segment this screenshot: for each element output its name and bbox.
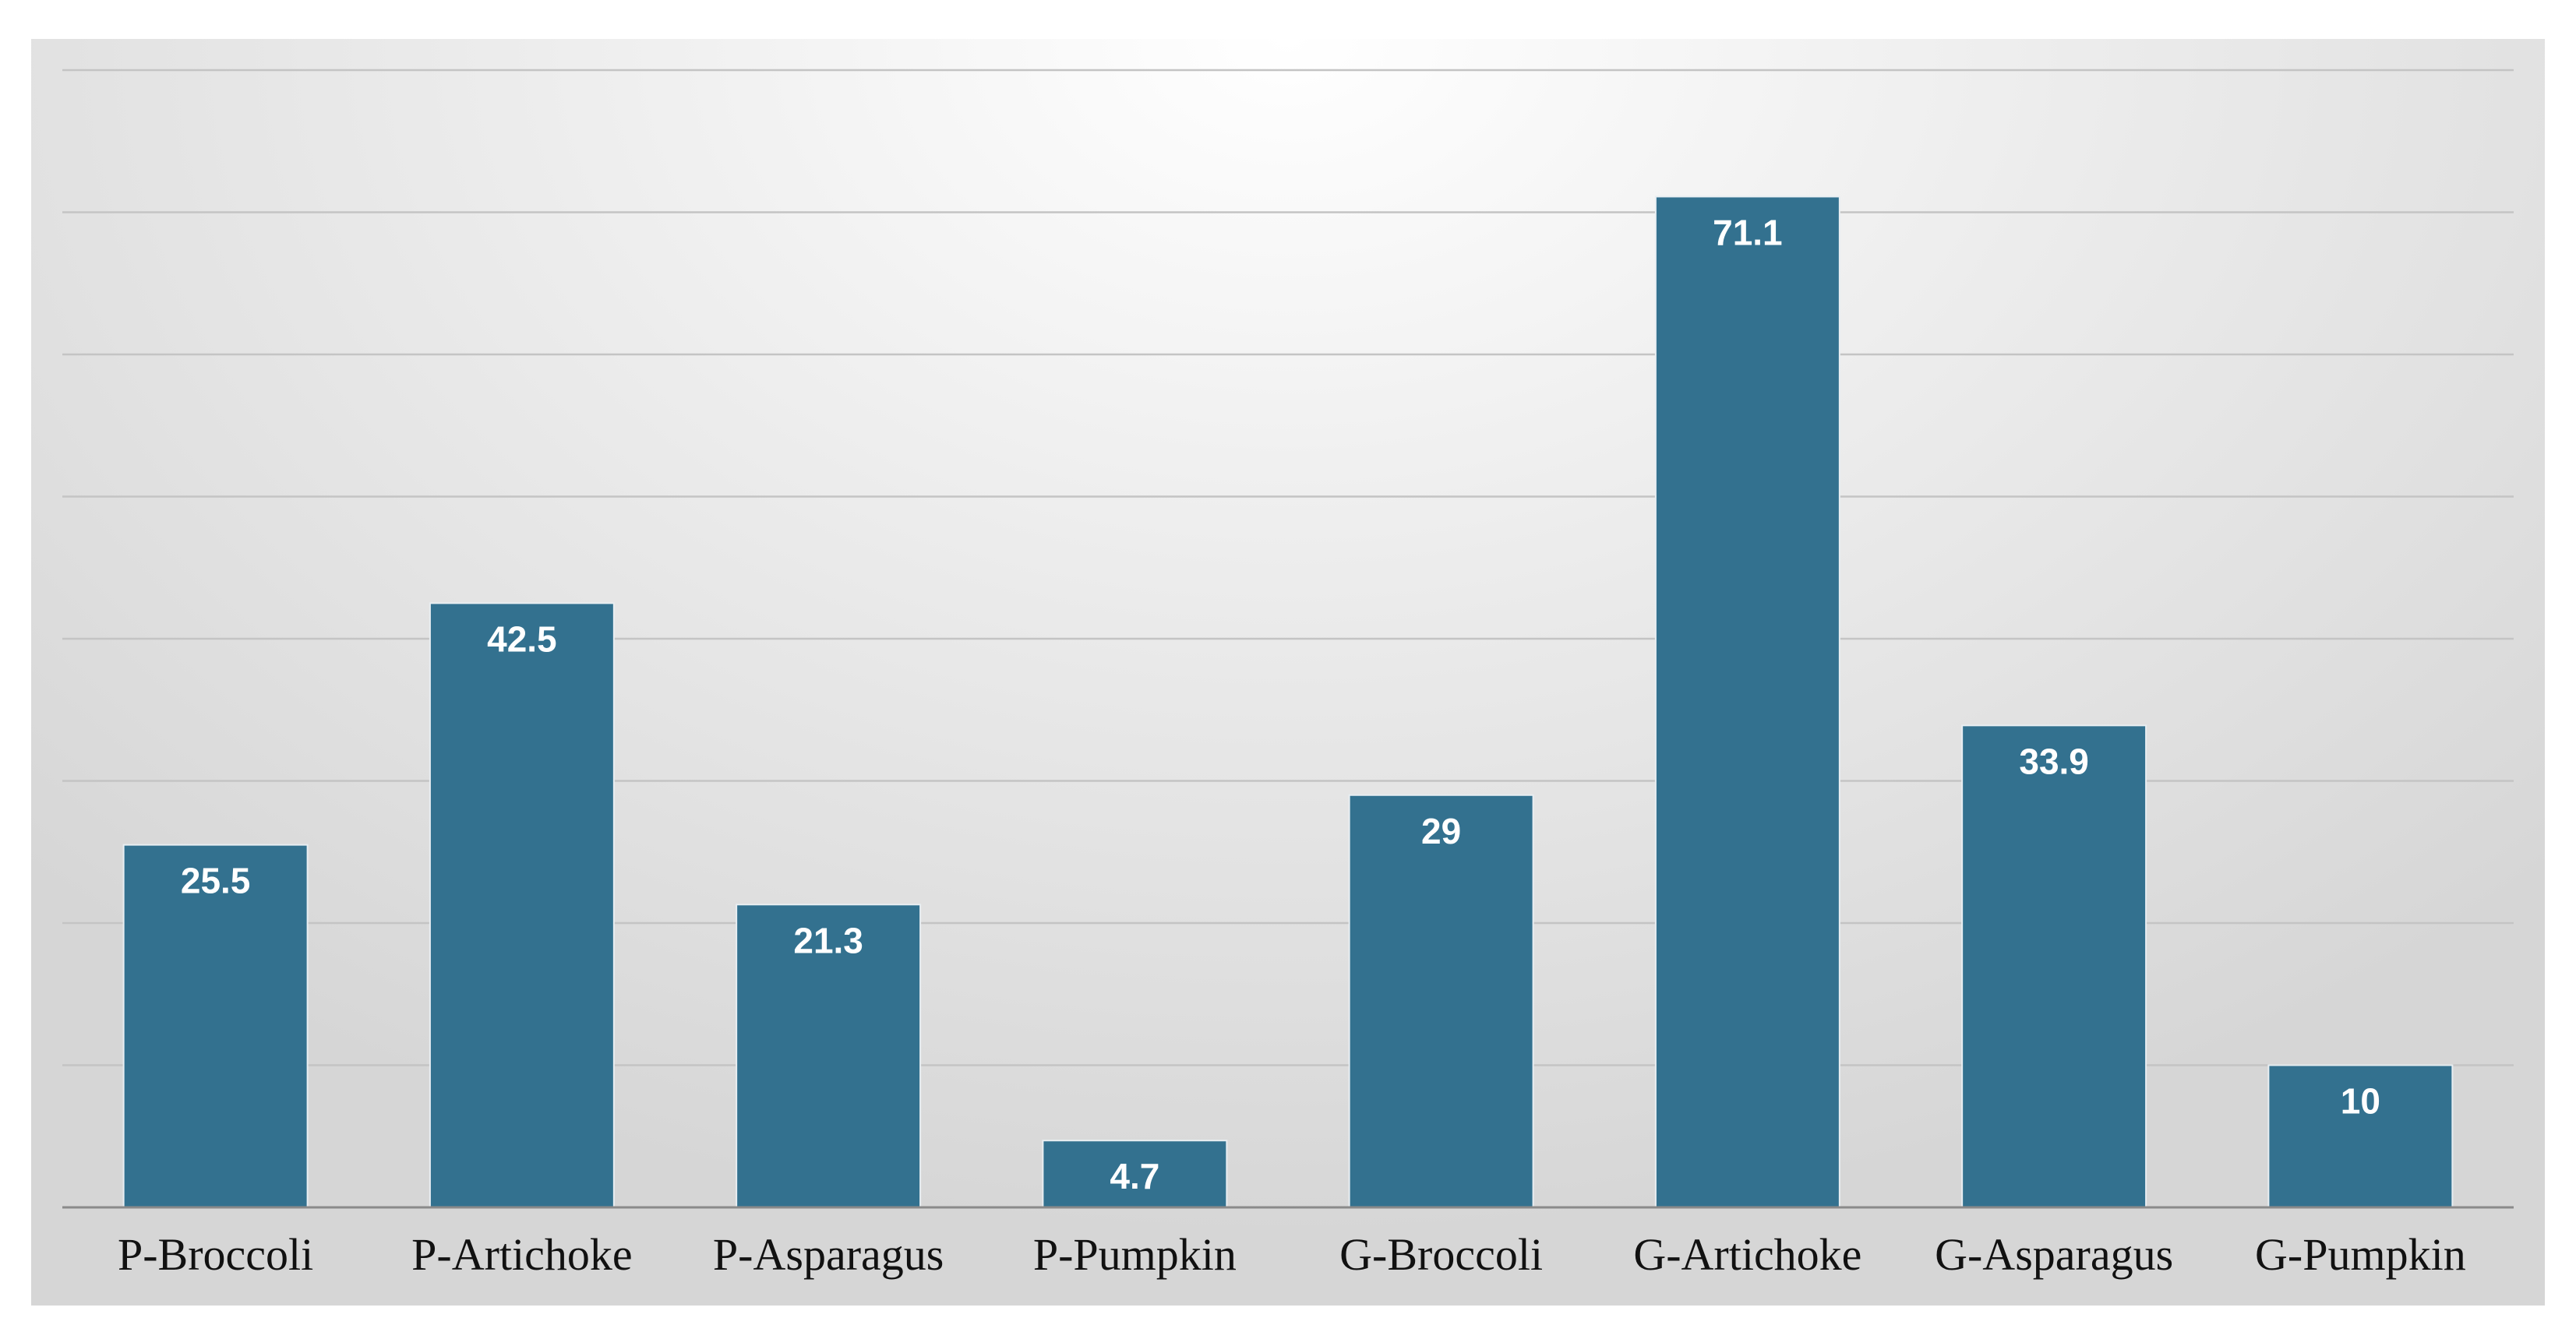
x-tick-label: P-Pumpkin: [1033, 1229, 1237, 1280]
x-tick-label: P-Artichoke: [411, 1229, 633, 1280]
data-label: 71.1: [1713, 212, 1783, 252]
data-label: 29: [1421, 811, 1461, 851]
bar: [1042, 1140, 1228, 1208]
bar: [736, 904, 922, 1209]
x-tick-label: P-Broccoli: [118, 1229, 313, 1280]
x-tick-label: P-Asparagus: [713, 1229, 944, 1280]
x-tick-label: G-Pumpkin: [2255, 1229, 2466, 1280]
bar: [122, 844, 309, 1208]
data-label: 10: [2341, 1081, 2380, 1122]
bar: [1961, 724, 2147, 1208]
bar: [2267, 1064, 2454, 1208]
x-tick-label: G-Broccoli: [1339, 1229, 1543, 1280]
data-label: 25.5: [181, 861, 251, 901]
bar: [1348, 794, 1534, 1208]
data-label: 21.3: [793, 920, 863, 960]
data-label: 42.5: [487, 618, 557, 659]
bar-chart: 25.5 P-Broccoli 42.5 P-Artichoke 21.3 P-Aspar…: [62, 69, 2514, 1280]
x-tick-label: G-Artichoke: [1633, 1229, 1861, 1280]
bar: [1654, 196, 1840, 1208]
data-label: 33.9: [2019, 741, 2089, 781]
data-label: 4.7: [1110, 1156, 1159, 1196]
x-tick-label: G-Asparagus: [1935, 1229, 2173, 1280]
chart-panel: 25.5 P-Broccoli 42.5 P-Artichoke 21.3 P-Aspar…: [31, 39, 2545, 1306]
bar: [429, 602, 615, 1208]
